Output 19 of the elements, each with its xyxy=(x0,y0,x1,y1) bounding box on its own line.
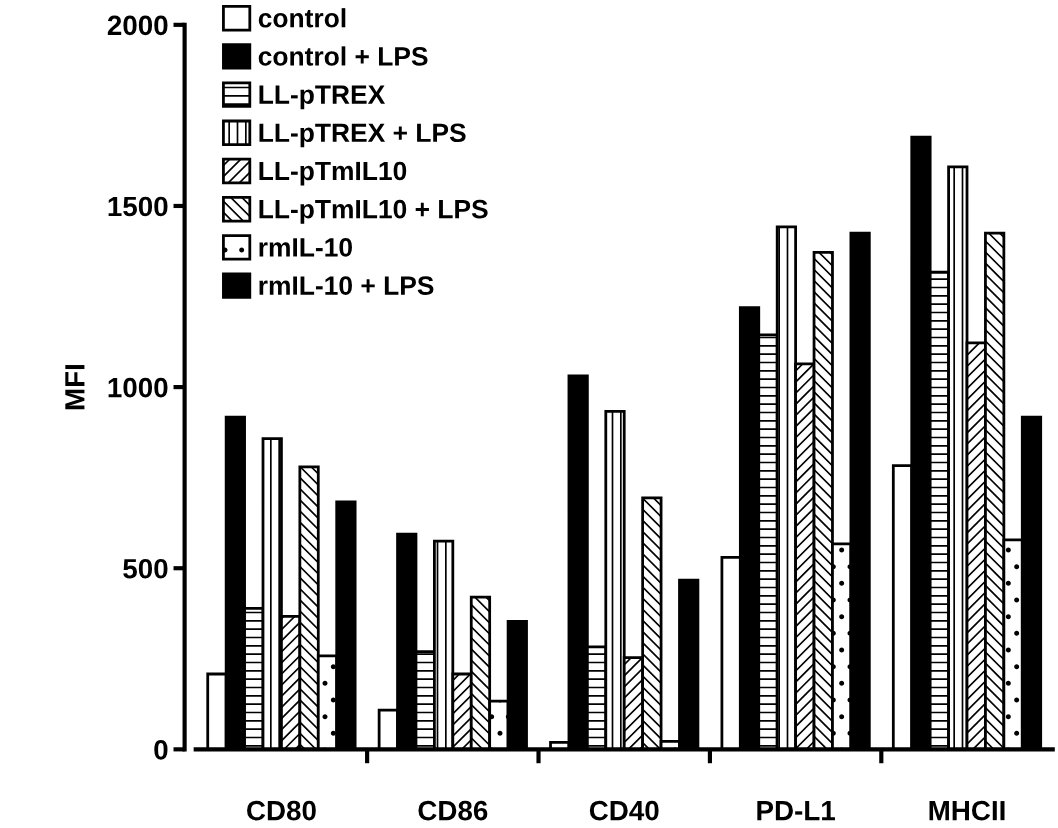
y-tick-label: 1000 xyxy=(108,377,168,398)
x-tick-label: CD80 xyxy=(247,800,316,821)
y-tick-label: 500 xyxy=(123,558,168,579)
x-tick-label: PD-L1 xyxy=(757,801,835,821)
y-tick-label: 1500 xyxy=(108,196,168,217)
y-tick-label: 2000 xyxy=(107,15,168,36)
x-tick-label: CD86 xyxy=(418,800,488,821)
legend-label: LL-pTREX + LPS xyxy=(259,123,466,148)
legend-label: LL-pTREX xyxy=(259,85,386,110)
legend-label: LL-pTmIL10 xyxy=(259,161,407,186)
y-tick-label: 0 xyxy=(154,740,168,760)
legend-label: control + LPS xyxy=(258,46,428,66)
legend-label: rmIL-10 + LPS xyxy=(259,276,434,295)
x-tick-label: MHCII xyxy=(929,800,1005,821)
legend-label: control xyxy=(258,8,346,28)
legend-label: LL-pTmIL10 + LPS xyxy=(259,199,488,224)
x-tick-label: CD40 xyxy=(589,800,659,821)
y-axis-title: MFI xyxy=(65,365,85,410)
legend-label: rmIL-10 xyxy=(259,238,352,257)
